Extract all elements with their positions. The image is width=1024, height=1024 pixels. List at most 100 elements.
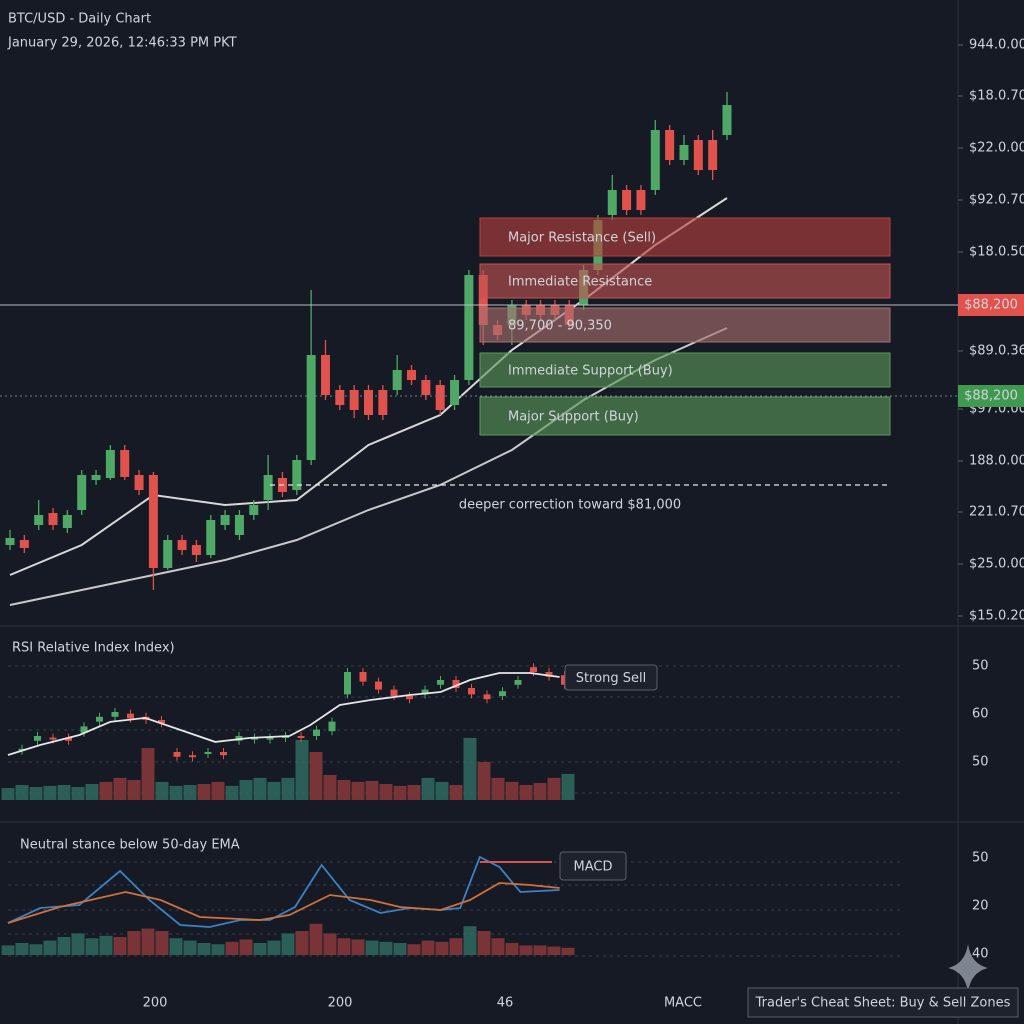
indicator-line <box>7 672 560 756</box>
candle-body <box>435 385 445 410</box>
badge-box <box>564 664 658 691</box>
panel-title: Neutral stance below 50-day EMA <box>20 838 240 853</box>
histogram-bar <box>309 923 323 955</box>
histogram-bar <box>323 775 337 800</box>
candle-body <box>120 450 130 477</box>
side-label: 20 <box>972 899 989 914</box>
candle-body <box>134 475 144 490</box>
candle-body <box>220 515 230 525</box>
candle-body <box>234 515 244 535</box>
histogram-bar <box>449 784 463 800</box>
y-tick-label: 188.0.00 <box>969 454 1024 469</box>
panel-title: RSI Relative Index Index) <box>12 641 175 656</box>
histogram-bar <box>477 931 491 955</box>
histogram-bar <box>351 939 365 955</box>
histogram-bar <box>1 788 15 800</box>
histogram-bar <box>323 933 337 955</box>
y-tick-label: $25.0.00 <box>969 557 1024 572</box>
histogram-bar <box>407 944 421 955</box>
side-label: 60 <box>972 707 989 722</box>
histogram-bar <box>29 944 43 955</box>
mini-candle <box>34 736 41 741</box>
y-tick-label: 221.0.70 <box>969 505 1024 520</box>
candle-body <box>163 540 173 568</box>
cheat-sheet-button[interactable]: Trader's Cheat Sheet: Buy & Sell Zones <box>747 987 1019 1018</box>
badge-label: MACD <box>574 860 613 875</box>
candle-body <box>148 475 158 568</box>
candle-body <box>407 370 417 380</box>
histogram-bar <box>239 780 253 800</box>
histogram-bar <box>491 938 505 955</box>
mini-candle <box>437 680 444 685</box>
histogram-bar <box>99 781 113 800</box>
chart-title: BTC/USD - Daily Chart <box>8 12 151 27</box>
candle-body <box>421 380 431 395</box>
histogram-bar <box>505 943 519 955</box>
histogram-bar <box>183 940 197 955</box>
candle-body <box>177 540 187 550</box>
histogram-bar <box>57 937 71 955</box>
histogram-bar <box>547 946 561 955</box>
y-tick-label: $18.0.70 <box>969 89 1024 104</box>
side-label: 40 <box>972 947 989 962</box>
histogram-bar <box>169 785 183 800</box>
candle-body <box>450 380 460 405</box>
histogram-bar <box>253 943 267 955</box>
candle-body <box>650 130 660 190</box>
button-label: Trader's Cheat Sheet: Buy & Sell Zones <box>755 996 1011 1011</box>
candle-body <box>105 450 115 478</box>
mini-candle <box>452 680 460 688</box>
histogram-bar <box>225 785 239 800</box>
mini-candle <box>127 713 134 719</box>
histogram-bar <box>295 931 309 955</box>
histogram-bar <box>43 785 57 800</box>
mini-candle <box>514 680 522 685</box>
mini-candle <box>375 681 382 690</box>
histogram-bar <box>169 938 183 955</box>
histogram-bar <box>337 938 351 955</box>
x-tick-label: 46 <box>497 996 514 1011</box>
histogram-bar <box>365 940 379 955</box>
histogram-bar <box>463 926 477 955</box>
x-tick-label: 200 <box>143 996 168 1011</box>
histogram-bar <box>141 928 155 955</box>
y-tick-label: $92.0.70 <box>969 193 1024 208</box>
histogram-bar <box>449 938 463 955</box>
histogram-bar <box>113 937 127 955</box>
mini-candle <box>158 720 165 724</box>
histogram-bar <box>197 784 211 800</box>
mini-candle <box>390 689 398 696</box>
zone-box <box>479 263 891 299</box>
histogram-bar <box>15 784 29 800</box>
candle-body <box>191 545 201 555</box>
histogram-bar <box>421 940 435 955</box>
mini-candle <box>483 694 491 700</box>
mini-candle <box>344 672 351 695</box>
badge-label: Strong Sell <box>576 671 646 686</box>
histogram-bar <box>225 941 239 955</box>
mini-candle <box>96 716 103 722</box>
histogram-bar <box>365 780 379 800</box>
mini-candle <box>266 737 274 740</box>
mini-candle <box>173 752 181 757</box>
candle-body <box>91 475 101 480</box>
zone-box <box>479 307 891 343</box>
mini-candle <box>406 696 413 700</box>
zone-label: Major Resistance (Sell) <box>508 231 656 246</box>
histogram-bar <box>407 784 421 800</box>
mini-candle <box>189 755 196 758</box>
candle-body <box>34 515 44 525</box>
histogram-bar <box>547 777 561 800</box>
histogram-bar <box>519 784 533 800</box>
histogram-bar <box>561 947 575 955</box>
histogram-bar <box>29 787 43 800</box>
histogram-bar <box>141 748 155 800</box>
candle-body <box>622 190 632 210</box>
histogram-bar <box>211 781 225 800</box>
mini-candle <box>204 752 212 754</box>
mini-candle <box>80 726 88 733</box>
mini-candle <box>297 736 305 738</box>
histogram-bar <box>491 777 505 800</box>
support-label-box <box>958 385 1024 407</box>
histogram-bar <box>85 938 99 955</box>
